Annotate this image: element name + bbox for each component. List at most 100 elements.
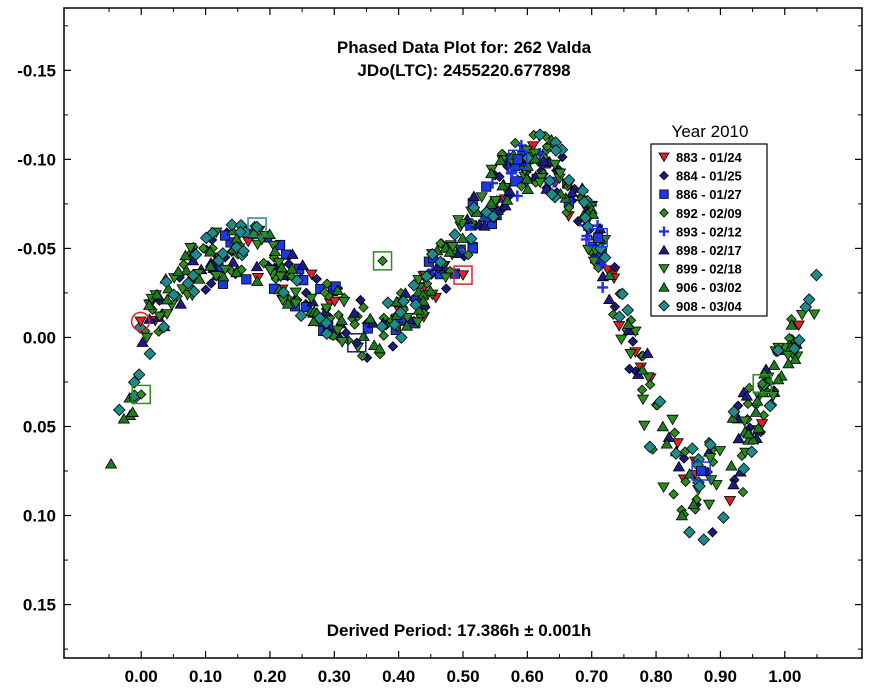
data-point bbox=[636, 394, 650, 406]
data-point bbox=[644, 379, 656, 390]
data-point bbox=[697, 533, 711, 547]
data-point bbox=[678, 453, 690, 464]
y-tick-label: 0.00 bbox=[23, 328, 56, 347]
data-point bbox=[641, 347, 654, 358]
data-point bbox=[320, 327, 334, 341]
data-point bbox=[294, 309, 308, 323]
highlighted-marker bbox=[134, 316, 147, 328]
data-point bbox=[553, 168, 567, 180]
data-point bbox=[642, 372, 655, 383]
data-point bbox=[289, 298, 303, 310]
data-point bbox=[251, 275, 264, 286]
legend-item: 886 - 01/27 bbox=[659, 187, 742, 202]
data-point bbox=[686, 442, 699, 455]
data-point bbox=[133, 321, 147, 334]
data-point bbox=[636, 384, 648, 396]
data-point bbox=[638, 420, 651, 432]
data-point bbox=[289, 287, 302, 299]
data-point bbox=[275, 261, 288, 273]
highlighted-marker bbox=[456, 270, 470, 281]
data-point bbox=[219, 230, 231, 241]
chart-title: Phased Data Plot for: 262 Valda bbox=[337, 38, 592, 57]
highlighted-marker bbox=[351, 337, 363, 349]
data-point bbox=[795, 309, 809, 321]
x-tick-label: 0.60 bbox=[511, 667, 544, 686]
data-point bbox=[771, 344, 785, 357]
data-point bbox=[321, 278, 333, 289]
data-point bbox=[533, 177, 547, 189]
legend-item: 899 - 02/18 bbox=[658, 262, 742, 277]
highlighted-point bbox=[247, 217, 267, 237]
data-point bbox=[440, 283, 452, 294]
data-point bbox=[668, 488, 679, 500]
data-point bbox=[672, 460, 686, 472]
highlighted-marker bbox=[696, 465, 707, 477]
data-point bbox=[258, 257, 269, 269]
data-point bbox=[378, 330, 389, 341]
x-tick-label: 0.10 bbox=[189, 667, 222, 686]
data-point bbox=[394, 306, 407, 319]
legend-label: 883 - 01/24 bbox=[676, 150, 743, 165]
highlight-box bbox=[131, 384, 151, 405]
data-point bbox=[358, 302, 369, 313]
highlighted-marker bbox=[757, 378, 768, 389]
data-point bbox=[355, 294, 366, 306]
data-point bbox=[480, 205, 493, 219]
data-point bbox=[263, 228, 276, 239]
legend-title: Year 2010 bbox=[672, 122, 749, 141]
data-point bbox=[496, 179, 509, 191]
data-point bbox=[250, 260, 264, 272]
legend-label: 906 - 03/02 bbox=[676, 280, 742, 295]
data-point bbox=[305, 269, 318, 281]
data-point bbox=[264, 265, 277, 276]
legend-label: 908 - 03/04 bbox=[676, 299, 743, 314]
data-point bbox=[802, 293, 816, 306]
data-point bbox=[704, 453, 717, 464]
x-tick-label: 0.30 bbox=[318, 667, 351, 686]
data-point bbox=[313, 311, 327, 325]
data-point bbox=[439, 272, 452, 284]
data-point bbox=[397, 294, 410, 308]
data-point bbox=[112, 403, 126, 417]
legend-marker bbox=[658, 264, 670, 274]
data-point bbox=[117, 412, 131, 424]
data-point bbox=[788, 353, 802, 364]
data-point bbox=[710, 480, 723, 491]
y-tick-label: 0.15 bbox=[23, 596, 56, 615]
highlight-box bbox=[588, 227, 608, 248]
data-point bbox=[421, 278, 433, 289]
data-point bbox=[142, 299, 156, 310]
data-point bbox=[290, 274, 304, 287]
data-point bbox=[713, 446, 727, 457]
data-point bbox=[586, 208, 600, 219]
data-point bbox=[381, 296, 395, 310]
data-point bbox=[597, 281, 609, 293]
data-point bbox=[467, 190, 481, 202]
data-point bbox=[557, 151, 568, 163]
highlight-box bbox=[347, 333, 367, 353]
axis-ticks: 0.00 0.10 0.20 0.30 0.40 0.50 0.60 0.70 0.80 0.90… bbox=[17, 8, 862, 686]
data-point bbox=[745, 445, 759, 459]
data-point bbox=[704, 438, 717, 451]
data-point bbox=[285, 262, 299, 274]
data-point bbox=[411, 317, 424, 328]
data-point bbox=[751, 395, 764, 406]
data-point bbox=[503, 185, 516, 196]
data-point bbox=[409, 298, 423, 312]
data-point bbox=[126, 406, 139, 417]
data-point bbox=[362, 323, 373, 334]
x-tick-label: 0.70 bbox=[575, 667, 608, 686]
data-point bbox=[740, 390, 754, 401]
data-point bbox=[782, 357, 795, 369]
data-point bbox=[331, 284, 344, 296]
data-point bbox=[624, 363, 635, 375]
data-point bbox=[613, 310, 626, 324]
data-point bbox=[193, 273, 206, 284]
data-point bbox=[653, 395, 667, 408]
legend: 883 - 01/24 884 - 01/25 886 - 01/27 892 - 0… bbox=[650, 143, 768, 317]
data-point bbox=[286, 248, 299, 259]
x-tick-label: 1.00 bbox=[768, 667, 801, 686]
data-point bbox=[562, 173, 576, 187]
data-point bbox=[206, 226, 219, 240]
data-point bbox=[203, 245, 217, 257]
